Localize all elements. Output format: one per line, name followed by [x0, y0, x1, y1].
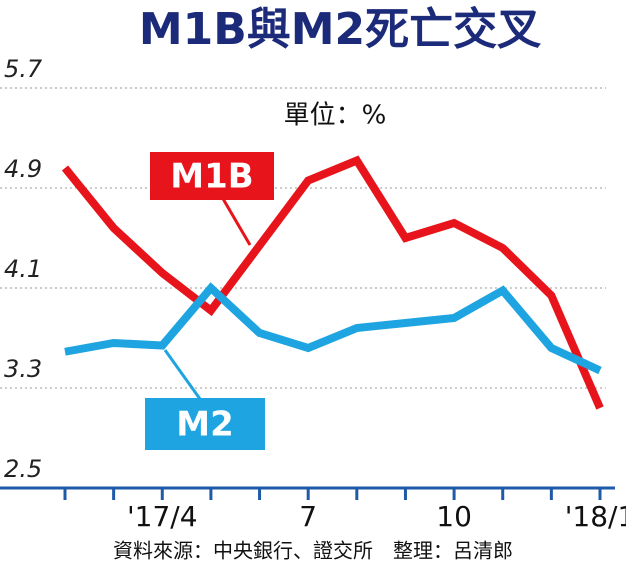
x-tick-label: 10	[436, 500, 472, 533]
y-tick-label: 3.3	[4, 355, 42, 383]
series-line	[64, 282, 602, 375]
y-tick-label: 4.1	[4, 255, 42, 283]
legend-label: M1B	[170, 157, 253, 197]
y-tick-label: 4.9	[4, 155, 42, 183]
x-tick-label: '18/1	[565, 500, 626, 533]
y-tick-label: 2.5	[4, 455, 42, 483]
x-tick-label: '17/4	[127, 500, 198, 533]
legend-box	[145, 398, 265, 450]
series-line	[61, 155, 604, 410]
legend-label: M2	[176, 405, 234, 445]
x-tick-label: 7	[299, 500, 317, 533]
source-note: 資料來源：中央銀行、證交所 整理：呂清郎	[113, 539, 513, 563]
unit-label: 單位：%	[284, 101, 387, 131]
legend-box	[150, 152, 274, 200]
y-tick-label: 5.7	[4, 55, 43, 83]
chart-title: M1B與M2死亡交叉	[139, 4, 541, 55]
